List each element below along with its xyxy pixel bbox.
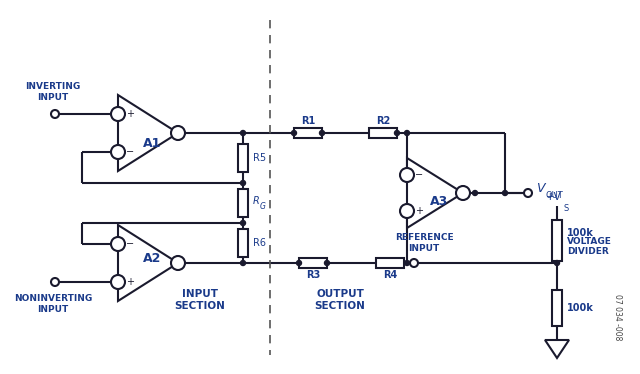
Bar — [238, 144, 248, 172]
Circle shape — [171, 126, 185, 140]
Bar — [369, 128, 397, 138]
Text: +: + — [126, 109, 134, 119]
Circle shape — [241, 181, 246, 186]
Text: +V: +V — [546, 192, 562, 202]
Text: 6: 6 — [115, 239, 121, 248]
Text: G: G — [260, 202, 266, 211]
Text: 6: 6 — [460, 188, 466, 197]
Text: R1: R1 — [301, 116, 315, 126]
Bar — [299, 258, 327, 268]
Circle shape — [241, 261, 246, 266]
Text: 1: 1 — [175, 129, 180, 138]
Bar — [376, 258, 404, 268]
Bar — [294, 128, 322, 138]
Text: R3: R3 — [306, 270, 320, 280]
Text: 3: 3 — [115, 110, 121, 119]
Text: 2: 2 — [404, 171, 410, 180]
Polygon shape — [545, 340, 569, 358]
Circle shape — [171, 256, 185, 270]
Text: −: − — [415, 170, 423, 180]
Circle shape — [111, 107, 125, 121]
Text: 100k: 100k — [567, 227, 594, 237]
Circle shape — [524, 189, 532, 197]
Text: 2: 2 — [115, 147, 120, 156]
Text: −: − — [126, 147, 134, 157]
Text: S: S — [563, 204, 568, 213]
Polygon shape — [407, 158, 463, 228]
Bar — [552, 290, 562, 326]
Text: A2: A2 — [143, 251, 161, 264]
Circle shape — [404, 131, 410, 135]
Bar — [552, 220, 562, 261]
Circle shape — [502, 190, 508, 196]
Circle shape — [51, 110, 59, 118]
Circle shape — [394, 131, 399, 135]
Circle shape — [111, 145, 125, 159]
Text: 7: 7 — [175, 258, 180, 267]
Circle shape — [410, 259, 418, 267]
Text: R: R — [253, 196, 260, 206]
Circle shape — [404, 261, 410, 266]
Circle shape — [400, 168, 414, 182]
Text: INVERTING
INPUT: INVERTING INPUT — [26, 82, 81, 102]
Bar — [238, 189, 248, 217]
Text: REFERENCE
INPUT: REFERENCE INPUT — [395, 233, 453, 253]
Circle shape — [554, 261, 559, 266]
Text: R4: R4 — [383, 270, 397, 280]
Text: 07 034 -008: 07 034 -008 — [613, 294, 622, 340]
Text: A3: A3 — [430, 194, 448, 208]
Circle shape — [291, 131, 296, 135]
Text: 100k: 100k — [567, 303, 594, 313]
Text: OUTPUT
SECTION: OUTPUT SECTION — [315, 289, 365, 311]
Text: INPUT
SECTION: INPUT SECTION — [175, 289, 225, 311]
Text: OUT: OUT — [545, 190, 563, 199]
Circle shape — [241, 131, 246, 135]
Circle shape — [241, 221, 246, 226]
Text: +: + — [126, 277, 134, 287]
Text: −: − — [126, 239, 134, 249]
Text: R2: R2 — [376, 116, 390, 126]
Polygon shape — [118, 225, 178, 301]
Circle shape — [51, 278, 59, 286]
Circle shape — [324, 261, 330, 266]
Circle shape — [111, 237, 125, 251]
Text: 5: 5 — [115, 278, 120, 286]
Circle shape — [111, 275, 125, 289]
Circle shape — [472, 190, 477, 196]
Text: VOLTAGE
DIVIDER: VOLTAGE DIVIDER — [567, 237, 612, 256]
Bar — [238, 229, 248, 257]
Circle shape — [319, 131, 324, 135]
Text: +: + — [415, 206, 423, 216]
Text: R6: R6 — [253, 238, 266, 248]
Text: A1: A1 — [143, 137, 161, 150]
Circle shape — [400, 204, 414, 218]
Text: V: V — [536, 181, 545, 194]
Text: R5: R5 — [253, 153, 266, 163]
Circle shape — [296, 261, 301, 266]
Circle shape — [456, 186, 470, 200]
Text: NONINVERTING
INPUT: NONINVERTING INPUT — [14, 294, 92, 314]
Polygon shape — [118, 95, 178, 171]
Text: 3: 3 — [404, 206, 410, 215]
